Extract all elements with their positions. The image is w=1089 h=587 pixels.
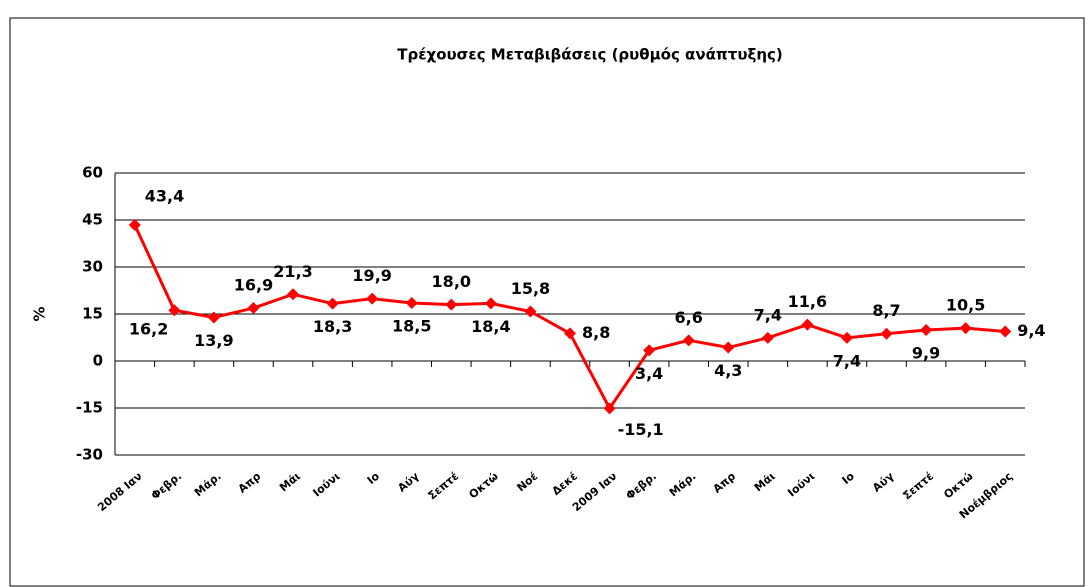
data-point [445,298,458,311]
data-point [880,327,893,340]
data-point [920,323,933,336]
y-tick-label: 60 [82,164,103,182]
data-point [524,305,537,318]
data-point [484,297,497,310]
data-point [722,341,735,354]
data-label: 16,2 [129,320,168,339]
data-point [564,327,576,340]
data-point [682,334,695,347]
chart-title: Τρέχουσες Μεταβιβάσεις (ρυθμός ανάπτυξης… [397,46,783,64]
data-label: 7,4 [754,305,782,324]
data-label: 21,3 [273,262,312,281]
chart-frame [9,17,1085,587]
data-label: 11,6 [788,292,827,311]
data-point [603,402,616,415]
data-point [801,318,814,331]
data-label: 6,6 [675,308,703,327]
data-label: 18,4 [471,317,510,336]
data-label: 8,7 [872,301,900,320]
data-point [840,331,853,344]
data-point [761,331,774,344]
data-label: 10,5 [946,296,985,315]
y-axis-label: % [31,306,49,321]
data-label: 13,9 [194,331,233,350]
data-point [405,297,418,310]
y-tick-label: -30 [76,446,103,464]
data-label: 9,4 [1017,321,1045,340]
y-tick-label: 45 [82,211,103,229]
data-point [643,344,656,357]
data-label: 16,9 [234,276,273,295]
data-label: 7,4 [833,351,861,370]
data-label: 18,5 [392,317,431,336]
data-point [247,302,260,315]
data-label: 9,9 [912,343,940,362]
data-point [287,288,300,301]
y-tick-label: 0 [93,352,103,370]
data-label: 3,4 [635,364,663,383]
data-label: 8,8 [582,323,610,342]
data-label: 15,8 [511,279,550,298]
data-label: 18,3 [313,317,352,336]
data-point [999,325,1012,338]
data-label: -15,1 [618,420,664,439]
y-tick-label: 30 [82,258,103,276]
y-tick-label: -15 [76,399,103,417]
y-tick-label: 15 [82,305,103,323]
data-label: 19,9 [352,266,391,285]
data-label: 18,0 [432,272,471,291]
data-point [168,304,181,317]
data-point [326,297,339,310]
data-point [128,219,141,232]
data-point [959,322,972,335]
data-label: 4,3 [714,361,742,380]
data-point [366,292,379,305]
data-label: 43,4 [145,187,184,206]
data-point [207,311,220,324]
